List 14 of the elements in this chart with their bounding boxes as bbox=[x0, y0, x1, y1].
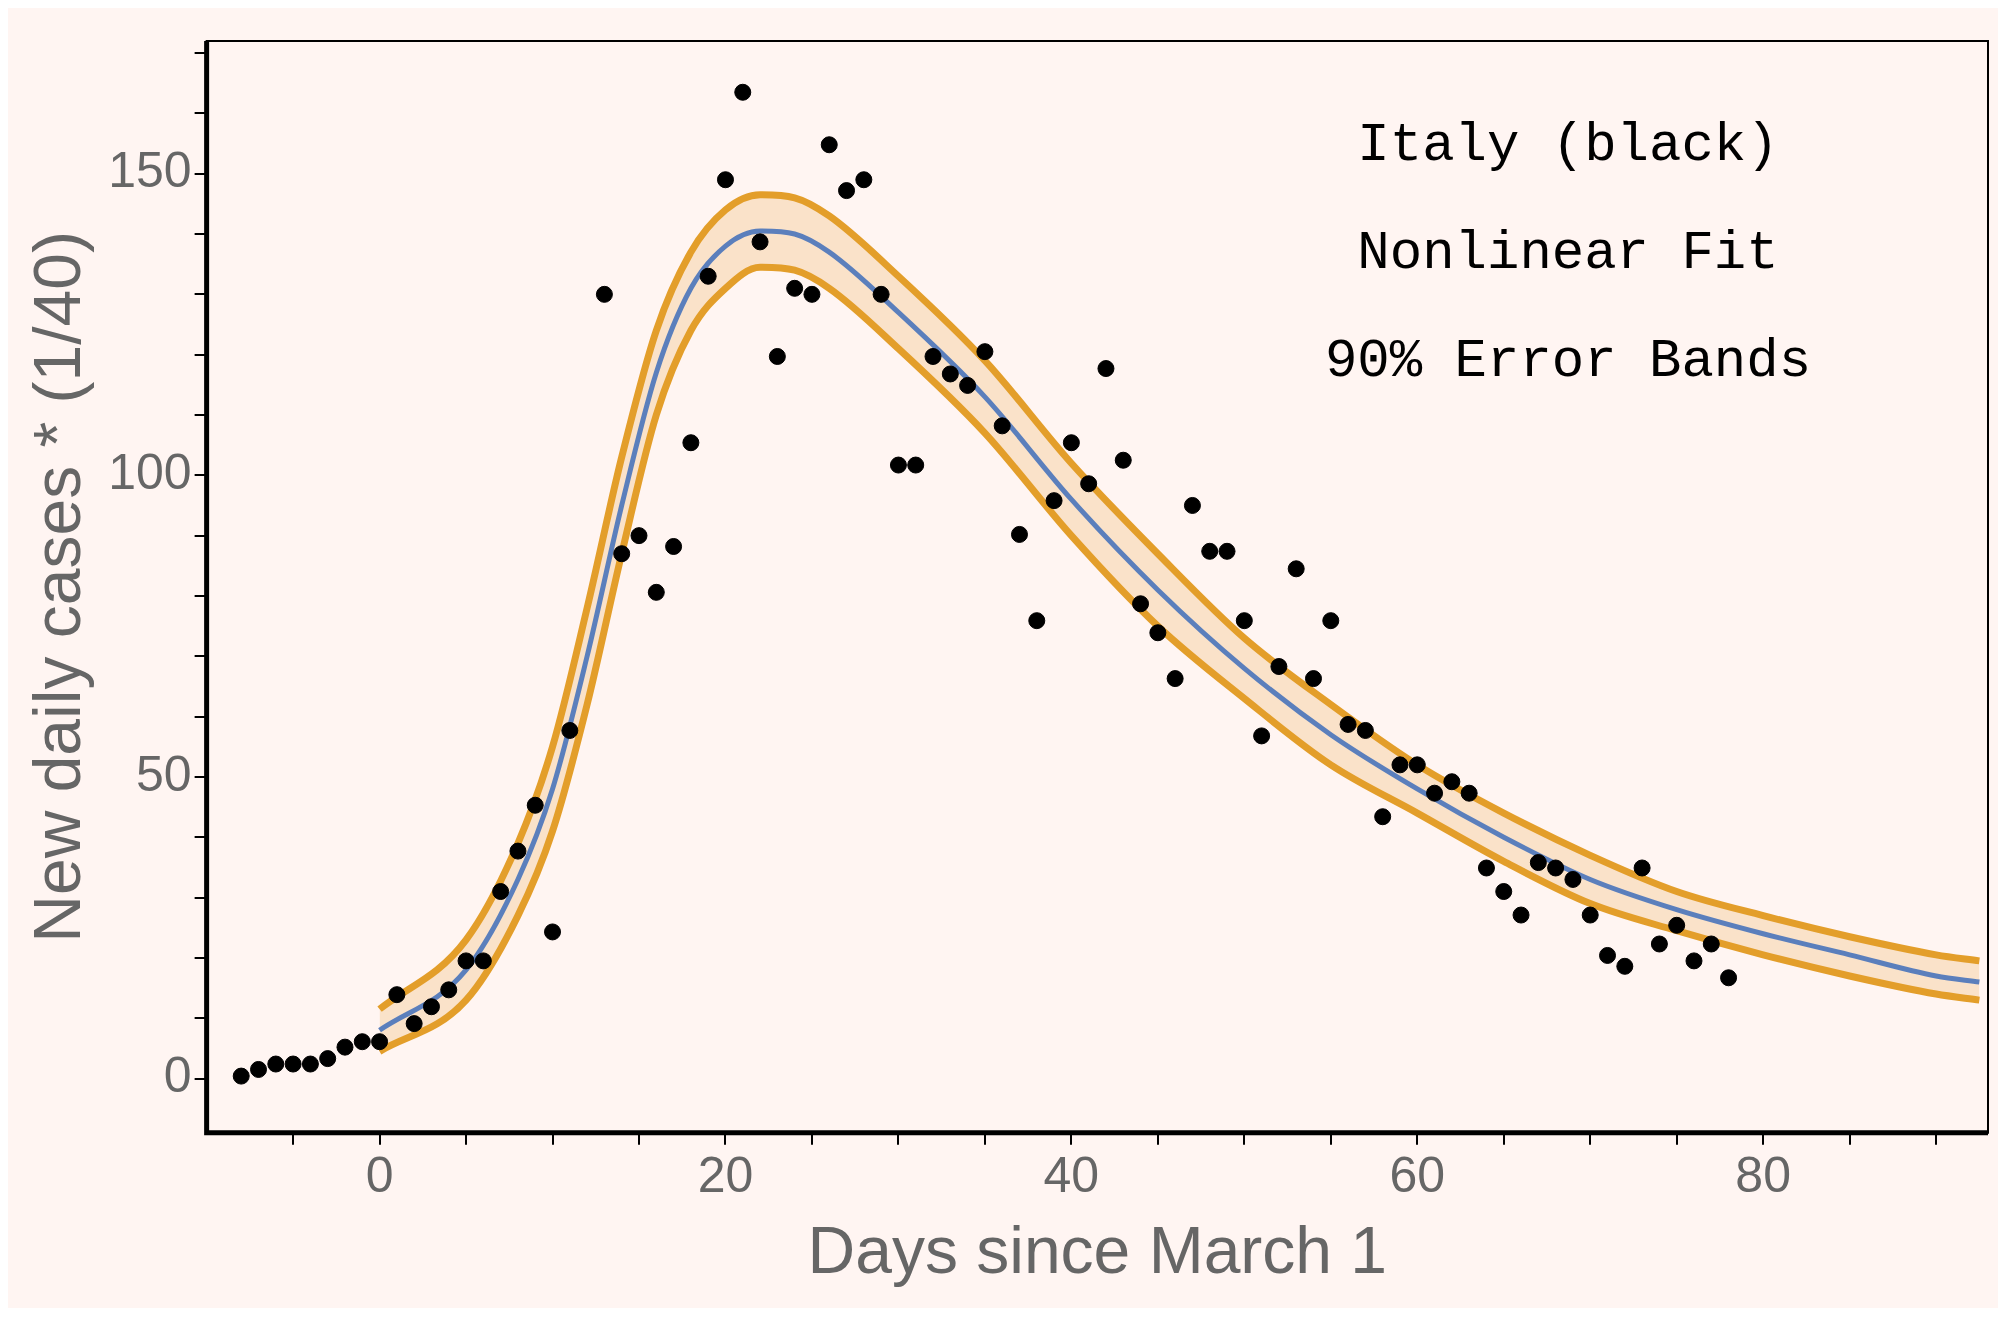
y-tick-label: 150 bbox=[108, 142, 192, 199]
annotation: 90% Error Bands bbox=[1324, 331, 1812, 393]
x-axis-title: Days since March 1 bbox=[807, 1212, 1388, 1287]
x-tick-label: 20 bbox=[697, 1146, 754, 1203]
y-axis-title: New daily cases * (1/40) bbox=[19, 231, 94, 943]
x-tick-label: 40 bbox=[1043, 1146, 1100, 1203]
x-tick-label: 60 bbox=[1389, 1146, 1446, 1203]
x-tick-label: 0 bbox=[365, 1146, 394, 1203]
y-tick-label: 50 bbox=[136, 745, 192, 802]
y-tick-label: 100 bbox=[108, 444, 192, 501]
y-tick-label: 0 bbox=[163, 1047, 192, 1104]
annotation: Nonlinear Fit bbox=[1357, 223, 1779, 285]
x-tick-label: 80 bbox=[1735, 1146, 1791, 1203]
annotation: Italy (black) bbox=[1357, 115, 1779, 177]
